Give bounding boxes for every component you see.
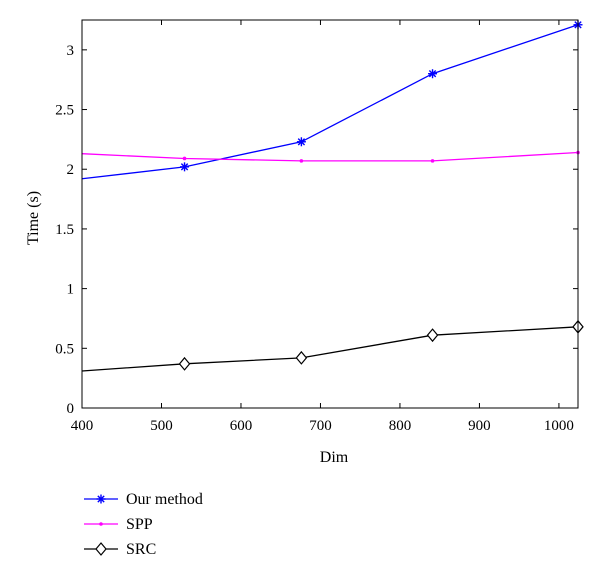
legend-label-2: SRC: [126, 541, 156, 558]
y-tick-label-1: 0.5: [55, 341, 74, 357]
x-tick-label-5: 900: [468, 418, 491, 434]
plot-area: [81, 20, 584, 372]
y-tick-label-3: 1.5: [55, 222, 74, 238]
legend-marker-2: [95, 542, 107, 556]
y-tick-label-5: 2.5: [55, 103, 74, 119]
series-1-point-2: [299, 159, 304, 163]
y-tick-label-6: 3: [67, 43, 75, 59]
legend-label-1: SPP: [126, 516, 153, 533]
series-0: [81, 20, 583, 180]
series-0-point-2: [296, 137, 306, 147]
x-tick-label-4: 800: [389, 418, 412, 434]
series-2-point-2: [295, 350, 308, 365]
legend-label-0: Our method: [126, 491, 203, 508]
axes: 400 500 600 700 800 900 1000 0 0.5 1 1.5 2 2.5 3: [55, 19, 579, 434]
x-tick-label-1: 500: [150, 418, 173, 434]
series-2-point-1: [178, 356, 191, 371]
series-line-0: [81, 24, 579, 180]
x-tick-label-0: 400: [71, 418, 94, 434]
legend-item-2: SRC: [84, 541, 156, 558]
series-line-1: [81, 151, 579, 162]
series-1: [81, 150, 580, 163]
x-tick-label-6: 1000: [544, 418, 574, 434]
series-2-point-3: [426, 328, 439, 343]
series-1-point-1: [182, 156, 187, 161]
x-tick-label-2: 600: [230, 418, 253, 434]
legend-marker-1: [99, 522, 103, 526]
y-tick-label-2: 1: [67, 282, 75, 298]
series-line-2: [81, 326, 579, 372]
y-axis-label: Time (s): [25, 191, 42, 245]
series-2: [81, 319, 584, 372]
y-tick-label-4: 2: [67, 162, 75, 178]
legend-item-1: SPP: [84, 516, 153, 533]
legend: Our method SPP SRC: [84, 491, 203, 558]
series-0-point-3: [428, 69, 438, 79]
legend-item-0: Our method: [84, 491, 203, 508]
series-1-point-3: [430, 159, 435, 163]
y-tick-label-0: 0: [67, 401, 75, 417]
x-axis-label: Dim: [320, 449, 349, 466]
x-tick-label-3: 700: [309, 418, 332, 434]
series-0-point-1: [180, 162, 190, 172]
legend-marker-0: [96, 494, 106, 504]
axes-frame: [81, 19, 579, 409]
